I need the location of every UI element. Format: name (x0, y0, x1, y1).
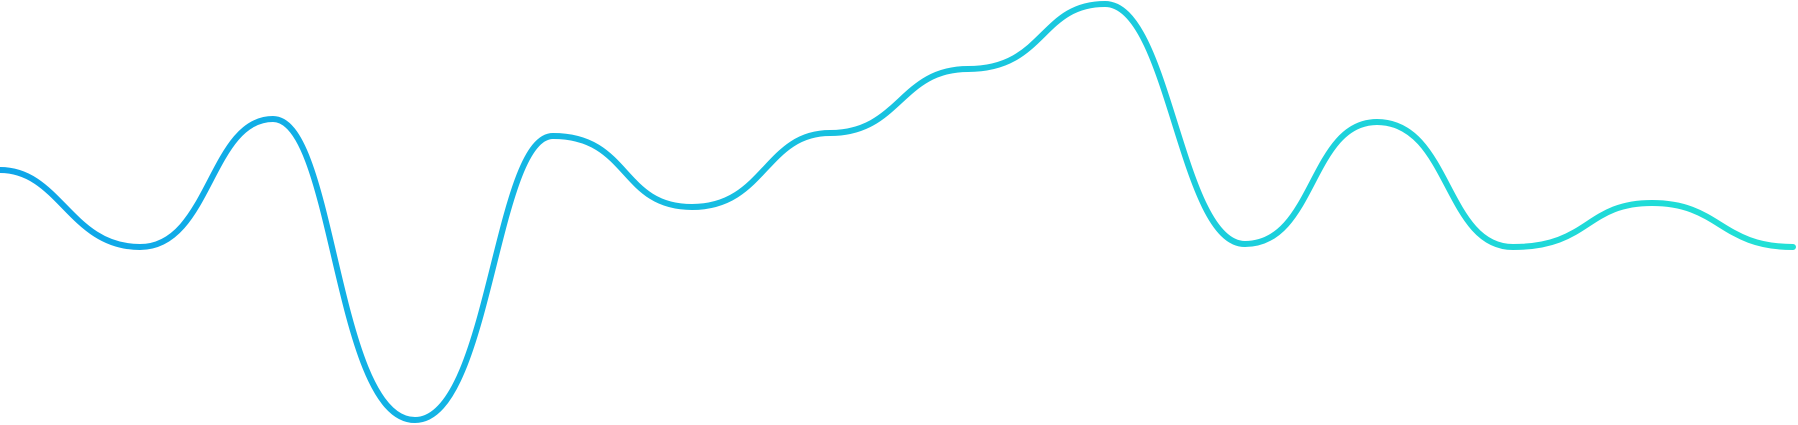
wave-line (0, 1, 1796, 423)
wave-graphic-canvas (0, 1, 1796, 423)
wave-graphic (0, 1, 1796, 423)
